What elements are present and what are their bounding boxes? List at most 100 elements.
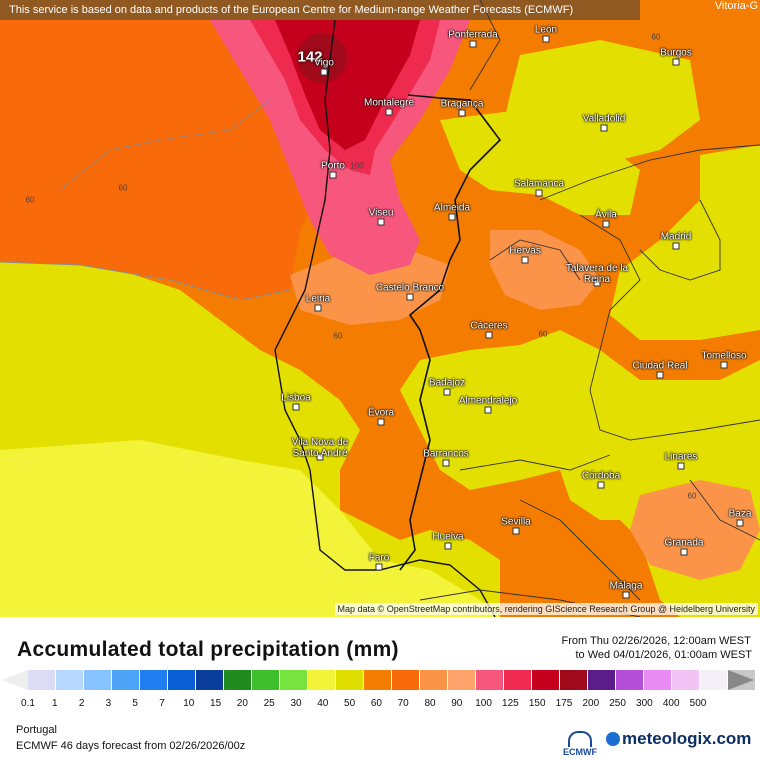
color-scale-swatch	[700, 670, 728, 690]
city-label: Linares	[664, 451, 698, 463]
city-marker-icon	[377, 418, 385, 426]
scale-tick-label: 7	[159, 698, 165, 709]
forecast-source: ECMWF 46 days forecast from 02/26/2026/0…	[16, 740, 246, 752]
meteologix-logo[interactable]: meteologix.com	[606, 729, 751, 749]
city-marker-icon	[469, 40, 477, 48]
data-source-banner: This service is based on data and produc…	[0, 0, 640, 20]
city-marker-icon	[406, 293, 414, 301]
globe-icon	[606, 732, 620, 746]
precipitation-map[interactable]: This service is based on data and produc…	[0, 0, 760, 617]
ecmwf-logo[interactable]: ECMWF	[563, 731, 597, 757]
city-marker-icon	[677, 462, 685, 470]
city-label: Lisboa	[281, 392, 311, 404]
city-marker-icon	[320, 68, 328, 76]
color-scale-swatch	[56, 670, 84, 690]
city-label: Hervás	[509, 245, 541, 257]
city-label: Talavera de la Reina	[565, 263, 629, 285]
color-scale-swatch	[168, 670, 196, 690]
scale-tick-label: 500	[689, 698, 707, 709]
scale-tick-label: 30	[290, 698, 302, 709]
color-scale-swatch	[28, 670, 56, 690]
scale-tick-label: 0.1	[21, 698, 35, 709]
city-marker-icon	[316, 453, 324, 461]
color-scale-swatch	[392, 670, 420, 690]
scale-tick-label: 250	[609, 698, 626, 709]
color-scale-swatch	[672, 670, 700, 690]
scale-tick-label: 50	[344, 698, 356, 709]
color-scale-swatch	[504, 670, 532, 690]
city-label: Barrancos	[423, 448, 469, 460]
scale-tick-label: 300	[636, 698, 653, 709]
city-label: Ponferrada	[448, 29, 498, 41]
city-marker-icon	[485, 331, 493, 339]
scale-tick-label: 400	[662, 698, 680, 709]
city-marker-icon	[535, 189, 543, 197]
city-label: Porto	[321, 160, 345, 172]
contour-value-label: 60	[333, 331, 343, 341]
city-label: Montalegre	[363, 97, 415, 109]
city-label: Vila Nova de Santo André	[291, 437, 349, 459]
color-scale-swatch	[364, 670, 392, 690]
city-label: Faro	[368, 552, 390, 564]
city-marker-icon	[458, 109, 466, 117]
city-marker-icon	[329, 171, 337, 179]
city-label: Huelva	[432, 531, 464, 543]
scale-tick-label: 70	[397, 698, 409, 709]
scale-high-arrow	[728, 670, 754, 690]
contour-value-label: 60	[118, 183, 128, 193]
color-scale-swatch	[112, 670, 140, 690]
city-marker-icon	[314, 304, 322, 312]
color-scale-swatch	[140, 670, 168, 690]
city-label: Almeida	[433, 202, 471, 214]
city-label: Almendralejo	[458, 395, 518, 407]
city-marker-icon	[672, 58, 680, 66]
city-marker-icon	[512, 527, 520, 535]
color-scale-swatch	[420, 670, 448, 690]
period-to: to Wed 04/01/2026, 01:00am WEST	[575, 649, 752, 661]
contour-value-label: 60	[538, 329, 548, 339]
color-scale-swatch	[644, 670, 672, 690]
scale-tick-label: 80	[424, 698, 436, 709]
color-scale-swatch	[336, 670, 364, 690]
period-from: From Thu 02/26/2026, 12:00am WEST	[561, 635, 751, 647]
city-marker-icon	[680, 548, 688, 556]
edge-city-label: Vitoria-G	[714, 0, 758, 12]
city-marker-icon	[622, 591, 630, 599]
scale-tick-label: 150	[528, 698, 546, 709]
color-scale-swatch	[532, 670, 560, 690]
scale-tick-label: 125	[502, 698, 519, 709]
color-scale-swatch	[252, 670, 280, 690]
city-marker-icon	[672, 242, 680, 250]
color-scale-swatch	[560, 670, 588, 690]
city-label: Vigo	[314, 57, 334, 69]
city-label: Valladolid	[582, 113, 626, 125]
scale-tick-label: 200	[582, 698, 600, 709]
map-attribution[interactable]: Map data © OpenStreetMap contributors, r…	[334, 603, 758, 615]
scale-tick-label: 40	[317, 698, 329, 709]
city-marker-icon	[444, 542, 452, 550]
city-label: Cáceres	[470, 320, 508, 332]
city-marker-icon	[602, 220, 610, 228]
scale-low-arrow	[2, 670, 28, 690]
scale-tick-label: 60	[370, 698, 382, 709]
color-scale-swatch	[280, 670, 308, 690]
city-marker-icon	[720, 361, 728, 369]
city-label: Évora	[367, 407, 395, 419]
city-marker-icon	[600, 124, 608, 132]
color-scale-swatch	[448, 670, 476, 690]
brand-text: meteologix.com	[622, 729, 752, 748]
contour-value-label: 60	[687, 491, 697, 501]
ecmwf-ring-icon	[568, 731, 592, 747]
city-marker-icon	[292, 403, 300, 411]
city-label: Sevilla	[501, 516, 531, 528]
color-scale-swatch	[476, 670, 504, 690]
scale-tick-label: 100	[475, 698, 492, 709]
color-scale-swatch	[308, 670, 336, 690]
city-label: Córdoba	[581, 470, 621, 482]
city-label: Ciudad Real	[632, 360, 688, 372]
city-marker-icon	[448, 213, 456, 221]
city-marker-icon	[443, 388, 451, 396]
city-marker-icon	[442, 459, 450, 467]
color-scale-swatch	[196, 670, 224, 690]
legend-panel: Accumulated total precipitation (mm) Fro…	[0, 617, 760, 760]
